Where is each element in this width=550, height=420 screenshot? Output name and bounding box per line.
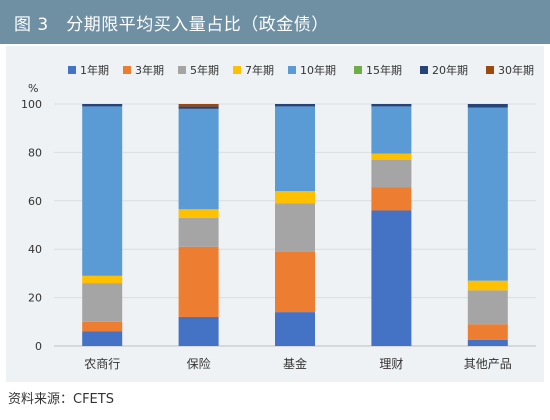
legend-swatch (68, 66, 76, 74)
bar-segment (178, 209, 219, 218)
bar-segment (178, 104, 219, 107)
bar-segment (467, 339, 508, 346)
legend-swatch (288, 66, 296, 74)
bar-segment (371, 153, 412, 160)
bar-segment (82, 331, 123, 346)
bar-segment (371, 159, 412, 188)
y-tick-label: 20 (28, 292, 42, 305)
bar-segment (467, 280, 508, 291)
bar-segment (82, 104, 123, 107)
y-tick-label: 100 (21, 98, 42, 111)
y-tick-label: 40 (28, 243, 42, 256)
bar-segment (178, 217, 219, 247)
bar-segment (82, 283, 123, 322)
bar-segment (82, 321, 123, 332)
legend-swatch (178, 66, 186, 74)
legend-label: 1年期 (80, 63, 109, 77)
y-tick-label: 0 (35, 340, 42, 353)
y-tick-label: 60 (28, 195, 42, 208)
legend-label: 20年期 (432, 63, 468, 77)
legend-label: 3年期 (135, 63, 164, 77)
bar-segment (178, 246, 219, 317)
bar-segment (82, 106, 123, 276)
bar-segment (178, 316, 219, 346)
x-tick-label: 农商行 (84, 356, 120, 371)
bar-segment (467, 107, 508, 281)
legend-swatch (233, 66, 241, 74)
legend-swatch (420, 66, 428, 74)
bar-segment (275, 104, 315, 107)
bar-segment (178, 106, 219, 109)
legend-label: 15年期 (366, 63, 402, 77)
bar-segment (371, 106, 412, 154)
legend-label: 30年期 (498, 63, 534, 77)
chart-panel: 1年期 3年期 5年期 7年期 10年期 15年期 20年期 30年期% 0 20 40 60 80 10… (6, 46, 544, 382)
legend-swatch (354, 66, 362, 74)
stacked-bar-chart: 1年期 3年期 5年期 7年期 10年期 15年期 20年期 30年期% 0 20 40 60 80 10… (21, 63, 536, 371)
source-note: 资料来源：CFETS (8, 392, 114, 407)
legend-swatch (486, 66, 494, 74)
legend-label: 10年期 (300, 63, 336, 77)
bar-segment (275, 251, 315, 313)
bar-segment (275, 203, 315, 252)
bar-segment (82, 275, 123, 284)
x-tick-label: 基金 (283, 356, 307, 371)
x-tick-label: 保险 (187, 356, 211, 371)
bar-segment (467, 290, 508, 325)
legend-label: 5年期 (190, 63, 219, 77)
bar-segment (371, 104, 412, 107)
legend-label: 7年期 (245, 63, 274, 77)
chart-title: 图 3 分期限平均买入量占比（政金债） (14, 14, 329, 35)
bar-segment (371, 210, 412, 346)
bar-segment (178, 108, 219, 210)
y-unit-label: % (28, 82, 38, 95)
bar-segment (467, 324, 508, 340)
bar-segment (275, 312, 315, 346)
x-tick-label: 其他产品 (464, 357, 512, 371)
title-bar: 图 3 分期限平均买入量占比（政金债） (0, 0, 550, 44)
y-tick-label: 80 (28, 146, 42, 159)
x-tick-label: 理财 (379, 357, 403, 371)
bar-segment (275, 106, 315, 192)
bar-segment (371, 187, 412, 211)
legend-swatch (123, 66, 131, 74)
bar-segment (467, 104, 508, 108)
bar-segment (275, 191, 315, 204)
